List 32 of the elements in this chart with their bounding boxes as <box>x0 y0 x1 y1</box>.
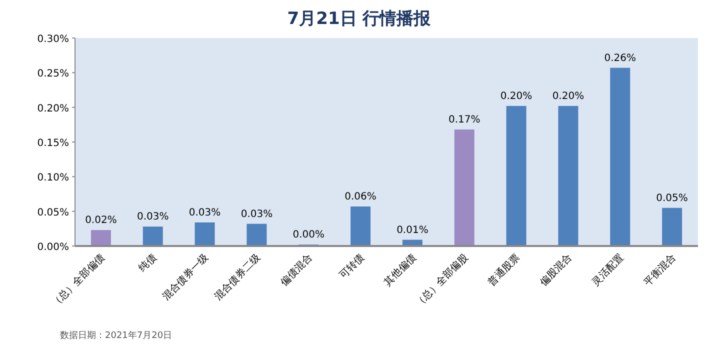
y-tick-label: 0.25% <box>37 68 69 80</box>
data-label: 0.01% <box>396 224 428 236</box>
x-tick-label: 可转债 <box>336 252 367 282</box>
data-label: 0.26% <box>604 52 636 64</box>
y-tick-label: 0.05% <box>37 207 69 218</box>
x-tick-label: 混合债券一级 <box>160 252 211 303</box>
data-label: 0.03% <box>240 208 273 220</box>
y-tick-label: 0.00% <box>37 242 69 253</box>
x-tick-label: 偏股混合 <box>538 252 574 288</box>
data-label: 0.00% <box>292 230 325 241</box>
data-label: 0.06% <box>344 191 376 202</box>
data-label: 0.20% <box>500 90 532 102</box>
y-tick-label: 0.30% <box>37 34 69 45</box>
x-tick-label: 灵活配置 <box>589 252 626 288</box>
x-tick-label: 其他偏债 <box>382 252 419 288</box>
data-label: 0.05% <box>656 192 688 204</box>
y-tick-label: 0.15% <box>37 138 69 149</box>
x-tick-label: 纯债 <box>136 252 159 274</box>
x-tick-label: （总）全部偏债 <box>49 252 108 310</box>
x-tick-label: 普通股票 <box>486 252 522 288</box>
y-tick-label: 0.10% <box>37 172 69 184</box>
x-tick-label: 偏债混合 <box>278 252 315 288</box>
x-tick-label: 混合债券二级 <box>212 252 263 303</box>
y-tick-label: 0.20% <box>37 103 69 114</box>
data-label: 0.03% <box>136 212 169 223</box>
data-label: 0.20% <box>552 90 584 102</box>
text: 数据日期：2021年7月20日 <box>60 330 172 341</box>
x-tick-label: 平衡混合 <box>641 252 678 288</box>
data-label: 0.03% <box>188 207 221 218</box>
data-label: 0.17% <box>448 114 480 126</box>
data-label: 0.02% <box>85 215 117 226</box>
chart-title: 7月21日 行情播报 <box>287 9 432 29</box>
